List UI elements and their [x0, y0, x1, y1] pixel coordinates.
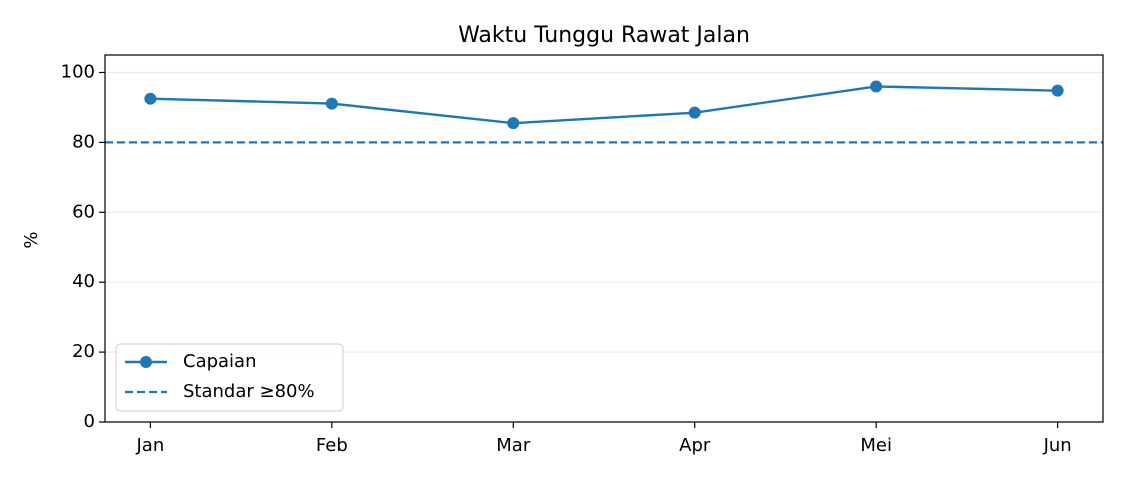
legend-label: Capaian: [183, 351, 257, 372]
point: [144, 92, 157, 105]
x-tick-label: Mar: [496, 435, 531, 456]
plot-frame: [104, 54, 1104, 423]
chart-title: Waktu Tunggu Rawat Jalan: [458, 23, 750, 48]
y-tick-label: 0: [84, 411, 95, 432]
x-tick-label: Mei: [860, 435, 892, 456]
series-line: [150, 85, 1058, 125]
legend-box: [115, 343, 344, 412]
y-tick-label: 20: [72, 341, 95, 362]
y-tick-label: 60: [72, 201, 95, 222]
point: [507, 117, 520, 130]
legend-label: Standar ≥80%: [183, 381, 315, 402]
point: [870, 80, 883, 93]
point: [1051, 84, 1064, 97]
y-tick-label: 100: [61, 61, 95, 82]
x-tick-label: Jun: [1043, 435, 1072, 456]
y-tick-label: 80: [72, 131, 95, 152]
legend-marker: [140, 356, 152, 368]
x-tick-label: Apr: [679, 435, 711, 456]
point: [325, 97, 338, 110]
x-tick-label: Feb: [316, 435, 348, 456]
y-tick-label: 40: [72, 271, 95, 292]
x-tick-label: Jan: [135, 435, 164, 456]
y-axis-label: %: [21, 231, 42, 248]
point: [688, 106, 701, 119]
